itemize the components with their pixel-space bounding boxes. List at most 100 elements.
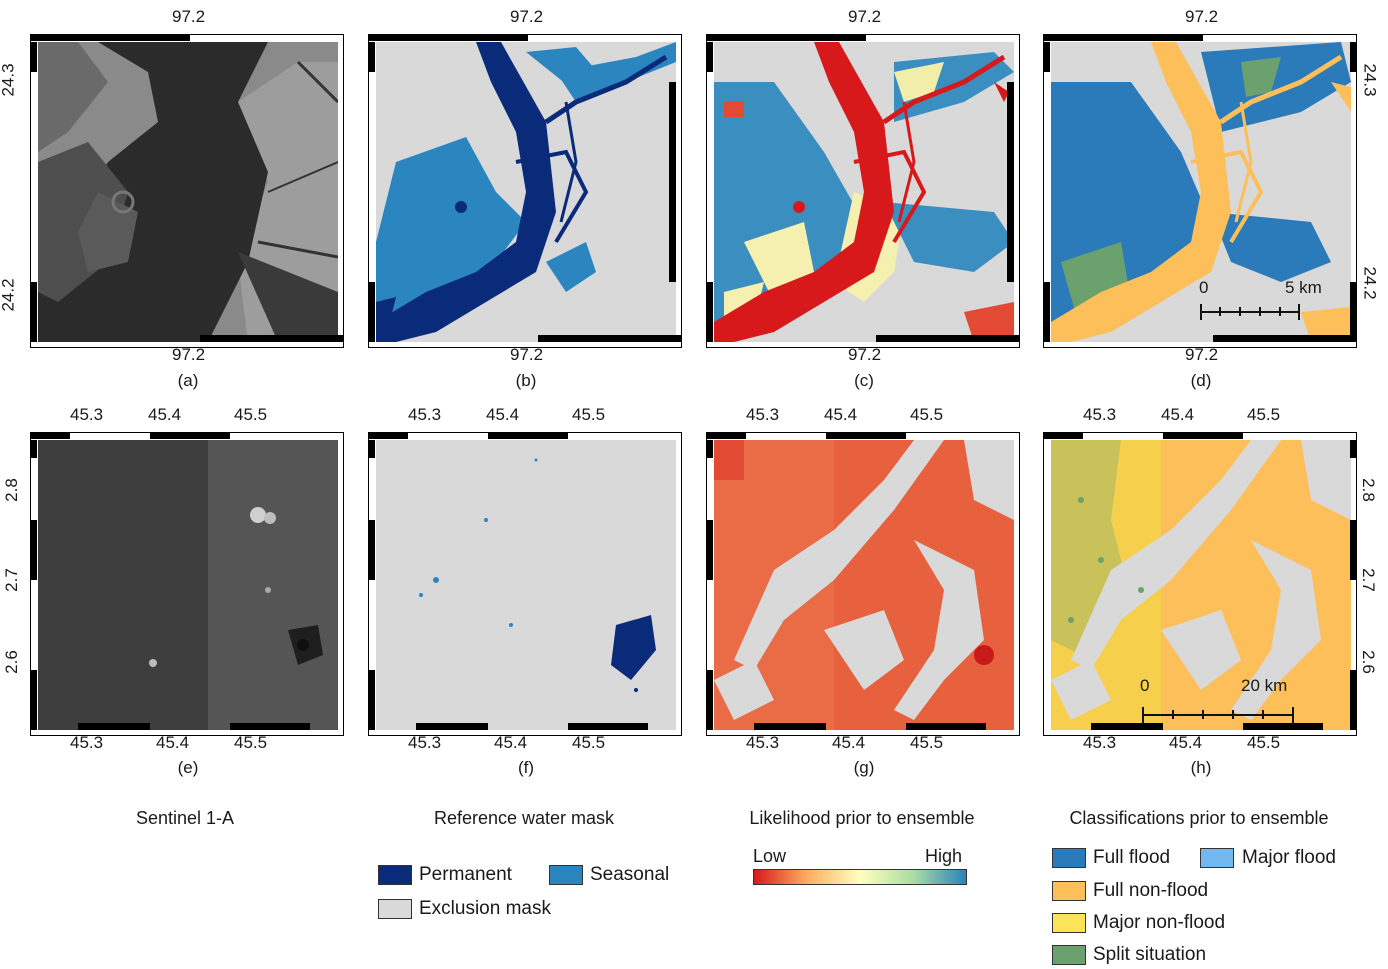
frame-tick-bar	[78, 723, 150, 730]
frame-tick-bar	[30, 34, 190, 41]
bottom-tick-label: 45.4	[156, 733, 190, 752]
scale-bar-line	[1201, 311, 1299, 313]
bottom-tick-label: 45.5	[910, 733, 944, 752]
left-tick-label: 24.3	[0, 63, 18, 97]
legend-swatch-major-nonflood	[1052, 913, 1086, 933]
frame-tick-bar	[706, 42, 713, 72]
bottom-tick-label: 97.2	[848, 345, 882, 364]
frame-tick-bar	[200, 335, 344, 342]
bottom-tick-label: 97.2	[172, 345, 206, 364]
right-tick-label: 24.3	[1360, 63, 1380, 97]
legend-swatch-major-flood	[1200, 848, 1234, 868]
bottom-tick-label: 45.4	[832, 733, 866, 752]
frame-tick-bar	[568, 723, 648, 730]
frame-tick-bar	[538, 335, 682, 342]
panel-f: 45.3 45.4 45.5 45.3 45.4 45.5 (f)	[368, 405, 682, 777]
top-tick-label: 45.5	[910, 405, 944, 424]
frame-tick-bar	[1350, 670, 1357, 730]
frame-tick-bar	[1043, 42, 1050, 72]
top-tick-label: 45.5	[234, 405, 268, 424]
colorbar-high-label: High	[925, 846, 963, 866]
frame-tick-bar	[368, 282, 375, 342]
scale-bar-tick	[1200, 304, 1202, 320]
frame-tick-bar	[669, 82, 676, 282]
frame-tick-bar	[30, 432, 70, 439]
scale-bar-tick	[1262, 710, 1264, 719]
frame-tick-bar	[1043, 34, 1203, 41]
frame-tick-bar	[368, 440, 375, 458]
frame-tick-bar	[706, 432, 746, 439]
scale-bar-tick	[1232, 710, 1234, 719]
panel-label: (g)	[853, 758, 875, 777]
frame-tick-bar	[368, 34, 528, 41]
top-tick-label: 45.3	[746, 405, 780, 424]
legend-label-exclusion: Exclusion mask	[419, 898, 551, 919]
panel-a: 97.2 97.2 24.3 24.2 (a)	[0, 7, 344, 390]
legend-swatch-permanent	[378, 865, 412, 885]
colorbar-low-label: Low	[753, 846, 787, 866]
bottom-tick-label: 45.4	[494, 733, 528, 752]
frame-tick-bar	[416, 723, 488, 730]
left-tick-label: 2.7	[1, 568, 21, 592]
top-tick-label: 97.2	[172, 7, 206, 26]
water-mask-map-b	[376, 42, 676, 342]
likelihood-map-c	[714, 42, 1014, 342]
legend-label-full-flood: Full flood	[1093, 847, 1171, 868]
top-tick-label: 45.4	[1161, 405, 1195, 424]
legend-swatch-split	[1052, 945, 1086, 965]
frame-tick-bar	[706, 282, 713, 342]
frame-tick-bar	[706, 34, 866, 41]
legend-label-full-nonflood: Full non-flood	[1093, 880, 1209, 901]
frame-tick-bar	[30, 42, 37, 72]
bottom-tick-label: 45.5	[234, 733, 268, 752]
panel-h: 45.3 45.4 45.5 45.3 45.4 45.5 2.8 2.7 2.…	[1043, 405, 1378, 777]
sar-image-e	[38, 440, 338, 740]
frame-tick-bar	[30, 282, 37, 342]
water-mask-map-f	[376, 440, 676, 740]
frame-tick-bar	[1350, 520, 1357, 580]
legend-label-major-nonflood: Major non-flood	[1093, 912, 1226, 933]
frame-tick-bar	[1043, 282, 1050, 342]
top-tick-label: 45.3	[70, 405, 104, 424]
scale-bar-end: 5 km	[1285, 278, 1322, 297]
scale-bar-end: 20 km	[1241, 676, 1288, 695]
bottom-tick-label: 45.3	[746, 733, 780, 752]
top-tick-label: 45.5	[572, 405, 606, 424]
frame-tick-bar	[1043, 432, 1083, 439]
right-tick-label: 24.2	[1360, 266, 1380, 300]
panel-d: 97.2 97.2 24.3 24.2 0 5 km (d)	[1043, 7, 1380, 390]
legend-swatch-exclusion	[378, 899, 412, 919]
bottom-tick-label: 45.4	[1169, 733, 1203, 752]
frame-tick-bar	[1007, 82, 1014, 282]
legend-swatch-full-nonflood	[1052, 881, 1086, 901]
left-tick-label: 2.8	[1, 478, 21, 502]
likelihood-colorbar	[753, 869, 967, 885]
frame-tick-bar	[150, 432, 230, 439]
right-tick-label: 2.8	[1358, 478, 1378, 502]
top-tick-label: 97.2	[848, 7, 882, 26]
panel-label: (c)	[854, 371, 874, 390]
right-tick-label: 2.7	[1358, 568, 1378, 592]
bottom-tick-label: 45.3	[1083, 733, 1117, 752]
frame-tick-bar	[1091, 723, 1163, 730]
legend-label-permanent: Permanent	[419, 864, 512, 885]
scale-bar-tick	[1142, 707, 1144, 723]
scale-bar-tick	[1219, 307, 1221, 316]
top-tick-label: 97.2	[1185, 7, 1219, 26]
frame-tick-bar	[706, 440, 713, 458]
left-tick-label: 24.2	[0, 278, 18, 312]
frame-tick-bar	[1350, 282, 1357, 342]
bottom-tick-label: 97.2	[1185, 345, 1219, 364]
frame-tick-bar	[1163, 432, 1243, 439]
frame-tick-bar	[368, 432, 408, 439]
frame-tick-bar	[1350, 440, 1357, 458]
column-title-classifications: Classifications prior to ensemble	[1069, 808, 1329, 828]
scale-bar-line	[1143, 714, 1293, 716]
frame-tick-bar	[754, 723, 826, 730]
column-title-sentinel: Sentinel 1-A	[135, 808, 235, 828]
top-tick-label: 45.5	[1247, 405, 1281, 424]
frame-tick-bar	[1243, 723, 1323, 730]
frame-tick-bar	[706, 520, 713, 580]
scale-bar-tick	[1279, 307, 1281, 316]
scale-bar-start: 0	[1140, 676, 1150, 695]
